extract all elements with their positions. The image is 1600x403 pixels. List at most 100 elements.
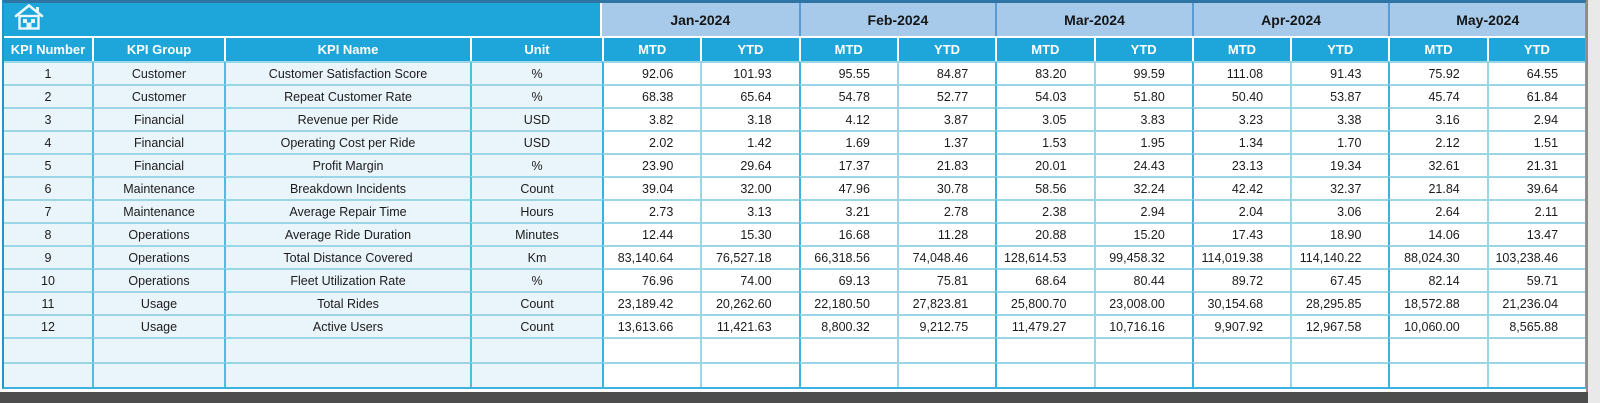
value-cell[interactable]: 16.68 bbox=[798, 222, 897, 245]
unit-cell[interactable]: % bbox=[470, 153, 602, 176]
empty-value-cell[interactable] bbox=[1486, 337, 1586, 362]
kpi-group-header[interactable]: KPI Group bbox=[92, 36, 224, 61]
value-cell[interactable]: 114,019.38 bbox=[1191, 245, 1291, 268]
empty-value-cell[interactable] bbox=[798, 337, 897, 362]
kpi-name-cell[interactable]: Operating Cost per Ride bbox=[224, 130, 470, 153]
unit-cell[interactable]: % bbox=[470, 268, 602, 291]
value-cell[interactable]: 30.78 bbox=[896, 176, 996, 199]
value-cell[interactable]: 84.87 bbox=[896, 61, 996, 84]
value-cell[interactable]: 1.34 bbox=[1191, 130, 1291, 153]
value-cell[interactable]: 15.20 bbox=[1093, 222, 1192, 245]
value-cell[interactable]: 1.51 bbox=[1486, 130, 1586, 153]
empty-value-cell[interactable] bbox=[1290, 337, 1389, 362]
value-cell[interactable]: 20.88 bbox=[995, 222, 1094, 245]
value-cell[interactable]: 22,180.50 bbox=[798, 291, 897, 314]
value-cell[interactable]: 2.94 bbox=[1093, 199, 1192, 222]
value-cell[interactable]: 28,295.85 bbox=[1290, 291, 1389, 314]
value-cell[interactable]: 1.95 bbox=[1093, 130, 1192, 153]
kpi-name-cell[interactable]: Customer Satisfaction Score bbox=[224, 61, 470, 84]
value-cell[interactable]: 53.87 bbox=[1290, 84, 1389, 107]
value-cell[interactable]: 12.44 bbox=[602, 222, 701, 245]
value-cell[interactable]: 50.40 bbox=[1191, 84, 1291, 107]
value-cell[interactable]: 25,800.70 bbox=[995, 291, 1094, 314]
kpi-number-header[interactable]: KPI Number bbox=[4, 36, 92, 61]
value-cell[interactable]: 12,967.58 bbox=[1290, 314, 1389, 337]
kpi-group-cell[interactable]: Customer bbox=[92, 84, 224, 107]
value-cell[interactable]: 66,318.56 bbox=[798, 245, 897, 268]
kpi-name-cell[interactable]: Average Repair Time bbox=[224, 199, 470, 222]
kpi-number-cell[interactable]: 8 bbox=[4, 222, 92, 245]
value-cell[interactable]: 11.28 bbox=[896, 222, 996, 245]
subheader-mtd[interactable]: MTD bbox=[798, 36, 897, 61]
month-header[interactable]: Mar-2024 bbox=[995, 3, 1192, 36]
kpi-number-cell[interactable]: 9 bbox=[4, 245, 92, 268]
value-cell[interactable]: 76,527.18 bbox=[700, 245, 799, 268]
value-cell[interactable]: 75.92 bbox=[1388, 61, 1487, 84]
kpi-number-cell[interactable]: 6 bbox=[4, 176, 92, 199]
kpi-name-cell[interactable]: Repeat Customer Rate bbox=[224, 84, 470, 107]
value-cell[interactable]: 111.08 bbox=[1191, 61, 1291, 84]
empty-left-cell[interactable] bbox=[470, 337, 602, 362]
value-cell[interactable]: 69.13 bbox=[798, 268, 897, 291]
value-cell[interactable]: 54.78 bbox=[798, 84, 897, 107]
empty-value-cell[interactable] bbox=[1388, 337, 1487, 362]
value-cell[interactable]: 13.47 bbox=[1486, 222, 1586, 245]
value-cell[interactable]: 92.06 bbox=[602, 61, 701, 84]
kpi-group-cell[interactable]: Financial bbox=[92, 153, 224, 176]
kpi-group-cell[interactable]: Operations bbox=[92, 245, 224, 268]
value-cell[interactable]: 2.73 bbox=[602, 199, 701, 222]
value-cell[interactable]: 21.31 bbox=[1486, 153, 1586, 176]
value-cell[interactable]: 65.64 bbox=[700, 84, 799, 107]
kpi-group-cell[interactable]: Customer bbox=[92, 61, 224, 84]
kpi-group-cell[interactable]: Maintenance bbox=[92, 176, 224, 199]
kpi-number-cell[interactable]: 2 bbox=[4, 84, 92, 107]
value-cell[interactable]: 64.55 bbox=[1486, 61, 1586, 84]
value-cell[interactable]: 75.81 bbox=[896, 268, 996, 291]
value-cell[interactable]: 91.43 bbox=[1290, 61, 1389, 84]
value-cell[interactable]: 74,048.46 bbox=[896, 245, 996, 268]
value-cell[interactable]: 23.90 bbox=[602, 153, 701, 176]
kpi-group-cell[interactable]: Operations bbox=[92, 222, 224, 245]
value-cell[interactable]: 18.90 bbox=[1290, 222, 1389, 245]
value-cell[interactable]: 30,154.68 bbox=[1191, 291, 1291, 314]
kpi-name-cell[interactable]: Fleet Utilization Rate bbox=[224, 268, 470, 291]
empty-value-cell[interactable] bbox=[1486, 362, 1586, 387]
kpi-number-cell[interactable]: 5 bbox=[4, 153, 92, 176]
value-cell[interactable]: 10,716.16 bbox=[1093, 314, 1192, 337]
value-cell[interactable]: 13,613.66 bbox=[602, 314, 701, 337]
value-cell[interactable]: 2.78 bbox=[896, 199, 996, 222]
unit-cell[interactable]: Minutes bbox=[470, 222, 602, 245]
unit-cell[interactable]: Hours bbox=[470, 199, 602, 222]
value-cell[interactable]: 3.18 bbox=[700, 107, 799, 130]
value-cell[interactable]: 1.69 bbox=[798, 130, 897, 153]
empty-value-cell[interactable] bbox=[1093, 362, 1192, 387]
value-cell[interactable]: 3.13 bbox=[700, 199, 799, 222]
kpi-group-cell[interactable]: Usage bbox=[92, 291, 224, 314]
value-cell[interactable]: 8,800.32 bbox=[798, 314, 897, 337]
value-cell[interactable]: 3.83 bbox=[1093, 107, 1192, 130]
kpi-number-cell[interactable]: 11 bbox=[4, 291, 92, 314]
unit-header[interactable]: Unit bbox=[470, 36, 602, 61]
value-cell[interactable]: 20.01 bbox=[995, 153, 1094, 176]
empty-left-cell[interactable] bbox=[224, 362, 470, 387]
value-cell[interactable]: 68.38 bbox=[602, 84, 701, 107]
value-cell[interactable]: 3.38 bbox=[1290, 107, 1389, 130]
value-cell[interactable]: 52.77 bbox=[896, 84, 996, 107]
empty-value-cell[interactable] bbox=[995, 337, 1094, 362]
kpi-number-cell[interactable]: 4 bbox=[4, 130, 92, 153]
empty-value-cell[interactable] bbox=[798, 362, 897, 387]
empty-value-cell[interactable] bbox=[1290, 362, 1389, 387]
value-cell[interactable]: 18,572.88 bbox=[1388, 291, 1487, 314]
value-cell[interactable]: 14.06 bbox=[1388, 222, 1487, 245]
value-cell[interactable]: 3.16 bbox=[1388, 107, 1487, 130]
value-cell[interactable]: 10,060.00 bbox=[1388, 314, 1487, 337]
subheader-ytd[interactable]: YTD bbox=[700, 36, 799, 61]
value-cell[interactable]: 24.43 bbox=[1093, 153, 1192, 176]
value-cell[interactable]: 9,212.75 bbox=[896, 314, 996, 337]
subheader-mtd[interactable]: MTD bbox=[602, 36, 701, 61]
value-cell[interactable]: 32.00 bbox=[700, 176, 799, 199]
value-cell[interactable]: 2.64 bbox=[1388, 199, 1487, 222]
empty-value-cell[interactable] bbox=[896, 337, 996, 362]
value-cell[interactable]: 1.37 bbox=[896, 130, 996, 153]
value-cell[interactable]: 3.82 bbox=[602, 107, 701, 130]
